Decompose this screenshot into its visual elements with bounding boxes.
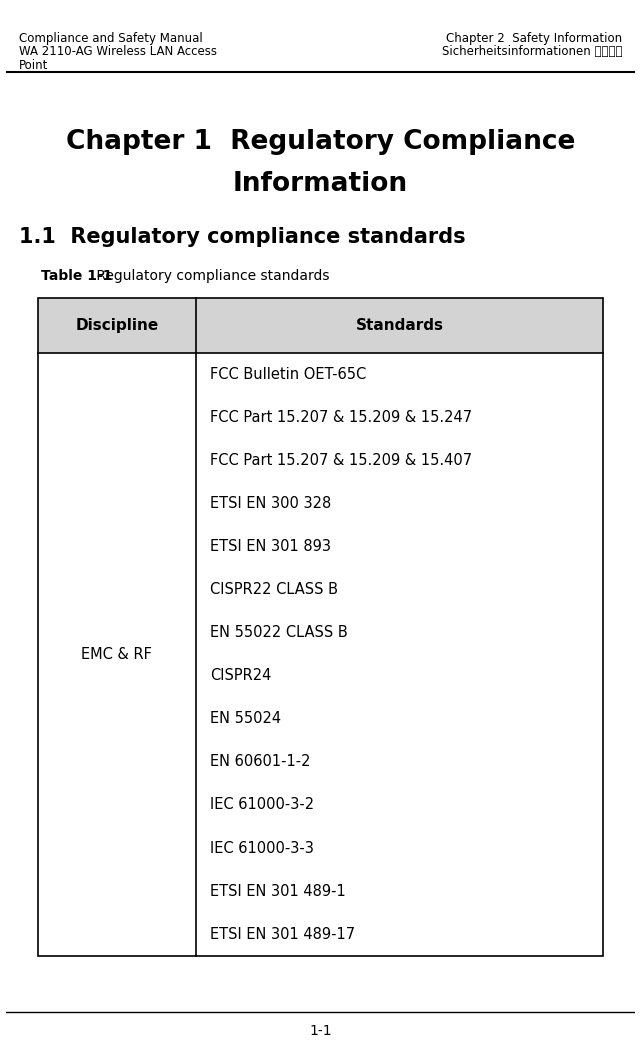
Text: Point: Point [19, 59, 48, 72]
Text: IEC 61000-3-2: IEC 61000-3-2 [210, 797, 314, 812]
Bar [38, 298, 603, 956]
Bar [38, 298, 603, 353]
Text: Standards: Standards [356, 318, 444, 333]
Text: Chapter 1  Regulatory Compliance: Chapter 1 Regulatory Compliance [66, 129, 575, 155]
Text: IEC 61000-3-3: IEC 61000-3-3 [210, 841, 314, 855]
Text: ETSI EN 301 489-17: ETSI EN 301 489-17 [210, 927, 355, 942]
Text: EN 55024: EN 55024 [210, 712, 281, 727]
Text: FCC Bulletin OET-65C: FCC Bulletin OET-65C [210, 366, 366, 381]
Text: CISPR22 CLASS B: CISPR22 CLASS B [210, 582, 338, 597]
Text: FCC Part 15.207 & 15.209 & 15.407: FCC Part 15.207 & 15.209 & 15.407 [210, 453, 472, 468]
Text: Compliance and Safety Manual: Compliance and Safety Manual [19, 32, 203, 44]
Text: EMC & RF: EMC & RF [81, 646, 153, 662]
Text: Information: Information [233, 171, 408, 197]
Text: Table 1-1: Table 1-1 [41, 269, 112, 283]
Text: ETSI EN 301 893: ETSI EN 301 893 [210, 539, 331, 554]
Text: Sicherheitsinformationen 安全信息: Sicherheitsinformationen 安全信息 [442, 45, 622, 58]
Text: ETSI EN 301 489-1: ETSI EN 301 489-1 [210, 884, 345, 899]
Text: Regulatory compliance standards: Regulatory compliance standards [92, 269, 330, 283]
Text: EN 60601-1-2: EN 60601-1-2 [210, 754, 310, 770]
Text: 1.1  Regulatory compliance standards: 1.1 Regulatory compliance standards [19, 227, 465, 247]
Text: CISPR24: CISPR24 [210, 668, 271, 683]
Text: ETSI EN 300 328: ETSI EN 300 328 [210, 496, 331, 511]
Text: FCC Part 15.207 & 15.209 & 15.247: FCC Part 15.207 & 15.209 & 15.247 [210, 410, 472, 425]
Text: 1-1: 1-1 [309, 1024, 332, 1038]
Text: Discipline: Discipline [75, 318, 158, 333]
Text: EN 55022 CLASS B: EN 55022 CLASS B [210, 625, 347, 640]
Text: Chapter 2  Safety Information: Chapter 2 Safety Information [446, 32, 622, 44]
Text: WA 2110-AG Wireless LAN Access: WA 2110-AG Wireless LAN Access [19, 45, 217, 58]
